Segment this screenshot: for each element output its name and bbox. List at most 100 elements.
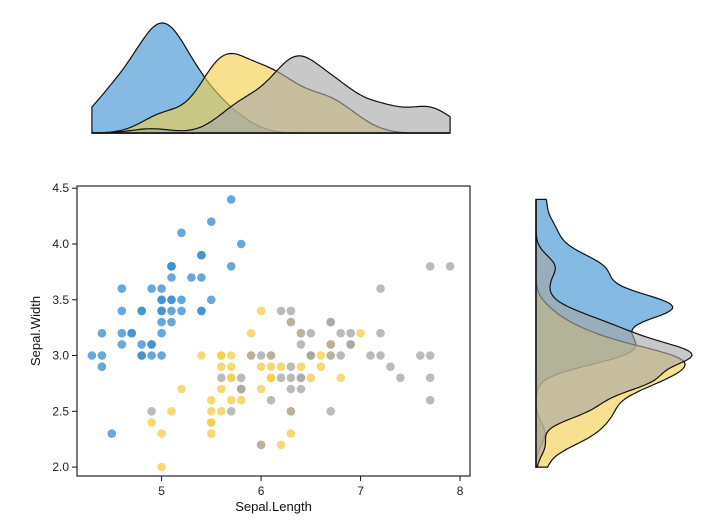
point-series-3: [376, 284, 385, 293]
point-series-1: [87, 351, 97, 360]
point-series-1: [207, 217, 216, 226]
x-tick-label: 6: [258, 484, 265, 498]
point-series-2: [217, 384, 226, 394]
point-series-2: [226, 351, 236, 360]
point-series-3: [376, 351, 385, 360]
point-series-3: [306, 328, 316, 338]
point-series-3: [236, 373, 246, 383]
y-tick-label: 2.5: [52, 404, 69, 418]
point-series-3: [416, 351, 425, 360]
point-series-2: [167, 407, 176, 416]
point-series-2: [286, 429, 296, 438]
point-series-3: [326, 340, 336, 349]
point-series-2: [316, 362, 326, 372]
point-series-1: [236, 239, 246, 249]
point-series-1: [167, 295, 176, 305]
point-series-1: [167, 317, 176, 327]
point-series-2: [217, 407, 226, 416]
point-series-3: [296, 328, 306, 338]
point-series-3: [226, 407, 236, 416]
point-series-1: [107, 429, 117, 438]
point-series-3: [256, 440, 266, 450]
point-series-3: [266, 351, 276, 360]
point-series-1: [97, 362, 107, 372]
point-series-1: [147, 284, 156, 293]
point-series-1: [187, 273, 196, 282]
point-series-2: [256, 362, 266, 372]
point-series-3: [286, 306, 296, 316]
point-series-3: [236, 384, 246, 394]
point-series-1: [157, 284, 166, 293]
point-series-3: [286, 317, 296, 327]
point-series-3: [217, 373, 226, 383]
point-series-3: [306, 351, 316, 360]
right-densities: [535, 198, 693, 468]
point-series-2: [246, 328, 256, 338]
point-series-1: [157, 328, 166, 338]
point-series-3: [147, 407, 156, 416]
point-series-3: [346, 340, 355, 349]
y-axis-title: Sepal.Width: [28, 296, 43, 366]
right-density-panel: [535, 198, 693, 468]
point-series-2: [197, 351, 206, 360]
y-tick-label: 4.5: [52, 181, 69, 195]
point-series-3: [256, 351, 266, 360]
point-series-1: [197, 273, 206, 282]
point-series-3: [276, 373, 286, 383]
point-series-1: [147, 351, 156, 360]
point-series-1: [177, 228, 186, 238]
point-series-2: [256, 306, 266, 316]
point-series-1: [117, 284, 127, 293]
point-series-3: [336, 351, 346, 360]
point-series-3: [286, 373, 296, 383]
point-series-1: [167, 262, 176, 271]
point-series-1: [177, 295, 186, 305]
point-series-2: [336, 373, 346, 383]
point-series-1: [177, 306, 186, 316]
point-series-2: [217, 362, 226, 372]
x-tick-label: 8: [457, 484, 464, 498]
point-series-2: [256, 384, 266, 394]
point-series-1: [197, 250, 206, 260]
point-series-1: [137, 340, 146, 349]
scatter-points: [87, 195, 455, 472]
top-densities: [91, 22, 451, 134]
y-tick-label: 3.0: [52, 349, 69, 363]
y-axis: 2.0 2.5 3.0 3.5 4.0 4.5: [52, 181, 77, 474]
plot-frame: [76, 185, 471, 477]
point-series-2: [296, 362, 306, 372]
point-series-2: [226, 362, 236, 372]
point-series-2: [276, 440, 286, 450]
point-series-3: [425, 395, 435, 405]
point-series-1: [167, 273, 176, 282]
point-series-2: [157, 429, 166, 438]
point-series-3: [246, 351, 256, 360]
point-series-3: [296, 340, 306, 349]
point-series-3: [346, 328, 355, 338]
point-series-3: [326, 317, 336, 327]
point-series-3: [425, 373, 435, 383]
point-series-3: [386, 362, 395, 372]
y-tick-label: 4.0: [52, 237, 69, 251]
point-series-3: [296, 373, 306, 383]
point-series-3: [276, 306, 286, 316]
point-series-1: [167, 306, 176, 316]
point-series-2: [316, 351, 326, 360]
x-axis: 5 6 7 8: [158, 476, 464, 498]
top-density-panel: [91, 22, 451, 134]
point-series-1: [117, 340, 127, 349]
point-series-1: [147, 340, 156, 349]
x-tick-label: 5: [158, 484, 165, 498]
point-series-2: [266, 362, 276, 372]
point-series-3: [376, 328, 385, 338]
point-series-3: [286, 384, 296, 394]
x-axis-title: Sepal.Length: [235, 499, 312, 514]
point-series-2: [236, 395, 246, 405]
point-series-2: [306, 373, 316, 383]
point-series-1: [97, 351, 107, 360]
point-series-2: [226, 373, 236, 383]
point-series-3: [366, 351, 375, 360]
point-series-3: [286, 407, 296, 416]
point-series-2: [276, 362, 286, 372]
